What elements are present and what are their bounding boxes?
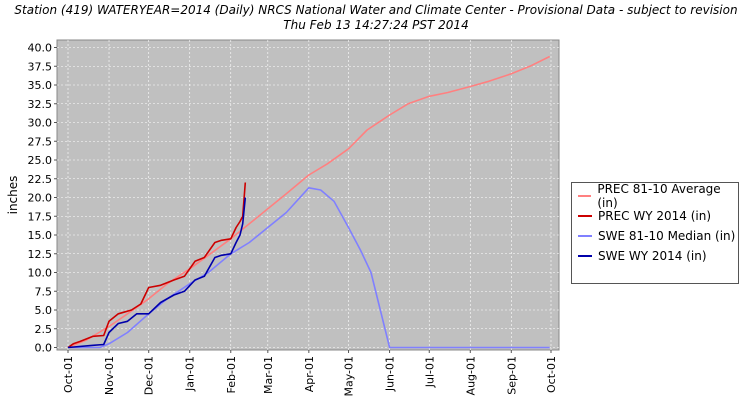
plot-area (56, 39, 560, 351)
legend: PREC 81-10 Average (in) PREC WY 2014 (in)… (571, 182, 739, 284)
x-tick-label: May-01 (343, 356, 356, 397)
legend-swatch (578, 194, 592, 197)
chart-subtitle: Thu Feb 13 14:27:24 PST 2014 (283, 18, 469, 32)
x-tick-label: Jan-01 (184, 356, 197, 392)
y-tick-label: 5.0 (35, 304, 53, 317)
y-tick-label: 27.5 (28, 135, 53, 148)
y-tick-label: 35.0 (28, 79, 53, 92)
x-tick-label: Oct-01 (62, 356, 75, 393)
x-tick-label: Feb-01 (225, 356, 238, 393)
y-tick-label: 15.0 (28, 229, 53, 242)
y-tick-label: 22.5 (28, 173, 53, 186)
x-tick-label: Nov-01 (103, 356, 116, 395)
legend-label: PREC WY 2014 (in) (598, 208, 712, 223)
x-tick-label: Mar-01 (262, 356, 275, 394)
y-tick-label: 10.0 (28, 267, 53, 280)
y-tick-label: 0.0 (35, 342, 53, 355)
y-tick-label: 17.5 (28, 210, 53, 223)
y-tick-label: 32.5 (28, 98, 53, 111)
x-tick-label: Jun-01 (384, 356, 397, 392)
series-line-3 (68, 187, 550, 349)
y-tick-label: 20.0 (28, 192, 53, 205)
y-axis: 0.0 2.5 5.0 7.5 10.0 12.5 15.0 17.5 20.0 22.5 25.0… (28, 42, 57, 355)
x-tick-label: Sep-01 (505, 356, 518, 395)
legend-item: PREC WY 2014 (in) (572, 206, 738, 225)
x-tick-label: Apr-01 (303, 356, 316, 392)
series-lines (67, 55, 551, 349)
x-tick-label: Jul-01 (423, 356, 436, 388)
y-axis-label: inches (6, 176, 20, 215)
legend-swatch (578, 254, 592, 257)
legend-swatch (578, 234, 592, 237)
legend-label: SWE WY 2014 (in) (598, 248, 707, 263)
y-tick-label: 40.0 (28, 42, 53, 55)
legend-label: SWE 81-10 Median (in) (598, 228, 736, 243)
y-tick-label: 37.5 (28, 60, 53, 73)
y-tick-label: 30.0 (28, 117, 53, 130)
series-line-4 (67, 197, 247, 349)
x-axis: Oct-01 Nov-01 Dec-01 Jan-01 Feb-01 Mar-01 Apr-… (62, 350, 558, 397)
chart-title: Station (419) WATERYEAR=2014 (Daily) NRC… (14, 3, 738, 17)
legend-item: SWE 81-10 Median (in) (572, 226, 738, 245)
legend-item: PREC 81-10 Average (in) (572, 182, 738, 210)
series-line-1 (67, 55, 551, 349)
x-tick-label: Dec-01 (143, 356, 156, 395)
series-line-2 (67, 182, 247, 349)
x-tick-label: Aug-01 (464, 356, 477, 395)
y-tick-label: 2.5 (35, 323, 53, 336)
legend-label: PREC 81-10 Average (in) (597, 181, 721, 210)
x-tick-label: Oct-01 (545, 356, 558, 393)
y-tick-label: 7.5 (35, 285, 53, 298)
legend-item: SWE WY 2014 (in) (572, 246, 738, 265)
y-tick-label: 12.5 (28, 248, 53, 261)
y-tick-label: 25.0 (28, 154, 53, 167)
legend-swatch (578, 214, 592, 217)
